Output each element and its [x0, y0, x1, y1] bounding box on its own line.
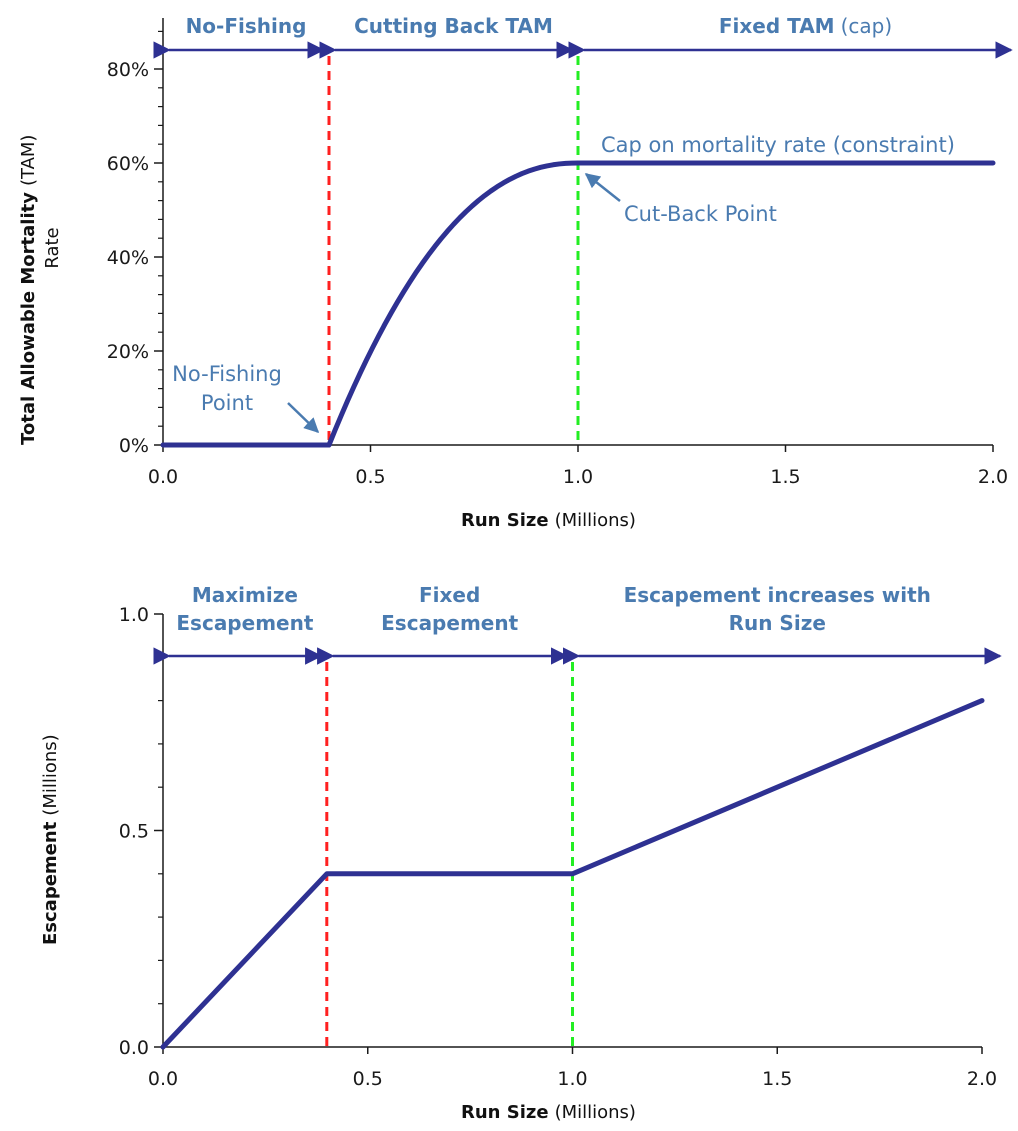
y-tick-label: 60% — [107, 153, 149, 175]
x-tick-label: 1.5 — [770, 466, 800, 488]
tam-chart-phase-markers — [327, 56, 580, 445]
no-fishing-point-label-line2: Point — [201, 391, 253, 415]
x-tick-label: 0.5 — [353, 1068, 383, 1090]
region-label: Fixed TAM (cap) — [719, 14, 892, 38]
x-tick-label: 1.0 — [563, 466, 593, 488]
y-tick-label: 20% — [107, 341, 149, 363]
y-tick-label: 1.0 — [119, 604, 149, 626]
no-fishing-point-arrow — [287, 402, 320, 434]
escapement-chart: Maximize Escapement Fixed Escapement Escapem… — [40, 583, 1002, 1123]
tam-x-axis-title: Run Size (Millions) — [461, 510, 636, 531]
escapement-chart-tick-labels: 0.0 0.5 1.0 0.0 0.5 1.0 1.5 2.0 — [119, 604, 997, 1090]
cap-label: Cap on mortality rate (constraint) — [601, 133, 955, 157]
region-label: Run Size — [729, 611, 826, 635]
escapement-chart-phase-markers — [325, 662, 574, 1047]
region-label: Cutting Back TAM — [354, 14, 553, 38]
escapement-chart-axes — [154, 613, 983, 1054]
y-tick-label: 0.5 — [119, 821, 149, 843]
no-fishing-point-label-line1: No-Fishing — [172, 362, 282, 386]
cut-back-point-arrow — [584, 173, 621, 202]
x-tick-label: 0.0 — [148, 466, 178, 488]
escapement-chart-regions: Maximize Escapement Fixed Escapement Escapem… — [153, 583, 1002, 665]
tam-y-axis-title-line2: Rate — [42, 227, 63, 268]
escapement-x-axis-title: Run Size (Millions) — [461, 1102, 636, 1123]
region-label: Escapement increases with — [624, 583, 931, 607]
y-tick-label: 0% — [119, 435, 149, 457]
series-line — [160, 160, 996, 448]
escapement-y-axis-title: Escapement(Millions) — [40, 734, 61, 945]
region-label: Maximize — [192, 583, 298, 607]
tam-chart: No-Fishing Cutting Back TAM Fixed TAM (cap)… — [18, 14, 1013, 531]
y-tick-label: 80% — [107, 59, 149, 81]
tam-chart-tick-labels: 0% 20% 40% 60% 80% 0.0 0.5 1.0 1.5 2.0 — [107, 59, 1008, 488]
region-label: No-Fishing — [186, 14, 307, 38]
cut-back-point-label: Cut-Back Point — [624, 202, 777, 226]
region-label: Escapement — [176, 611, 313, 635]
region-label: Fixed — [419, 583, 480, 607]
region-label: Escapement — [381, 611, 518, 635]
tam-chart-regions: No-Fishing Cutting Back TAM Fixed TAM (cap) — [153, 14, 1013, 59]
y-tick-label: 40% — [107, 247, 149, 269]
x-tick-label: 2.0 — [967, 1068, 997, 1090]
x-tick-label: 1.0 — [557, 1068, 587, 1090]
x-tick-label: 2.0 — [978, 466, 1008, 488]
series-line — [160, 698, 985, 1050]
escapement-chart-series — [160, 698, 985, 1050]
tam-y-axis-title: Total Allowable Mortality(TAM) — [18, 135, 39, 445]
tam-chart-series — [160, 160, 996, 448]
y-tick-label: 0.0 — [119, 1037, 149, 1059]
x-tick-label: 0.5 — [355, 466, 385, 488]
x-tick-label: 1.5 — [762, 1068, 792, 1090]
x-tick-label: 0.0 — [148, 1068, 178, 1090]
tam-chart-axes — [154, 18, 994, 452]
